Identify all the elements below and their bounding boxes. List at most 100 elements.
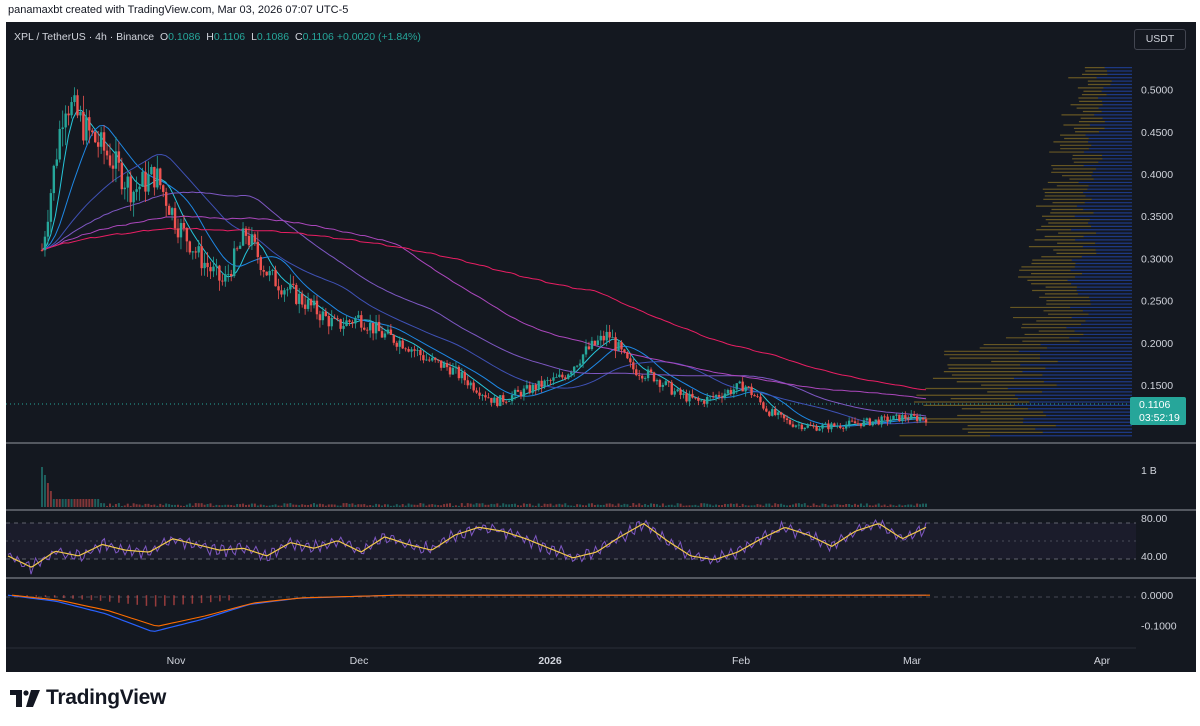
candle-body — [546, 380, 549, 381]
volume-bar — [91, 499, 94, 507]
candle-body — [895, 414, 898, 416]
candle-body — [626, 352, 629, 359]
volume-bar — [256, 505, 259, 507]
candle-body — [395, 342, 398, 347]
volume-bar — [833, 504, 836, 507]
volume-bar — [525, 504, 528, 507]
symbol-name[interactable]: XPL / TetherUS · 4h · Binance — [14, 31, 155, 43]
candle-body — [425, 359, 428, 361]
volume-bar — [168, 504, 171, 507]
volume-bar — [496, 503, 499, 507]
volume-bar — [138, 504, 141, 507]
candle-body — [333, 317, 336, 319]
high-value: 0.1106 — [213, 31, 246, 43]
candle-body — [144, 171, 147, 192]
candle-body — [711, 396, 715, 397]
candle-body — [398, 340, 401, 347]
candle-body — [436, 359, 440, 361]
candle-body — [292, 283, 295, 285]
candle-body — [475, 390, 478, 393]
volume-bar — [52, 499, 55, 507]
volume-bar — [242, 503, 245, 507]
symbol-legend[interactable]: XPL / TetherUS · 4h · Binance O0.1086 H0… — [14, 31, 421, 43]
volume-bar — [579, 504, 582, 507]
volume-bar — [697, 505, 700, 507]
volume-bar — [800, 504, 803, 507]
volume-bar — [747, 505, 750, 507]
candle-body — [821, 424, 824, 429]
y-tick-label: 0.2500 — [1141, 296, 1173, 308]
candle-body — [91, 130, 94, 133]
price-axis[interactable] — [1136, 22, 1196, 672]
candle-body — [800, 424, 804, 430]
candle-body — [487, 397, 490, 399]
candle-body — [732, 389, 736, 394]
volume-bar — [759, 504, 762, 507]
candle-body — [259, 257, 262, 271]
y-tick-label: -0.1000 — [1141, 621, 1177, 633]
volume-bar — [564, 503, 567, 507]
candle-body — [49, 193, 53, 222]
candle-body — [318, 314, 322, 321]
volume-bar — [789, 505, 791, 507]
macd-histogram-bar — [127, 595, 129, 604]
candle-body — [528, 385, 532, 393]
x-tick-label: Nov — [167, 655, 186, 667]
candle-body — [67, 113, 70, 116]
volume-bar — [854, 503, 857, 507]
price-badge-value: 0.1106 — [1139, 399, 1170, 411]
volume-bar — [171, 504, 174, 507]
volume-bar — [422, 503, 425, 507]
candle-body — [496, 397, 499, 407]
volume-bar — [641, 505, 644, 507]
volume-bar — [709, 504, 712, 507]
volume-bar — [419, 503, 422, 507]
volume-bar — [301, 504, 304, 507]
volume-bar — [378, 504, 381, 507]
candle-body — [859, 423, 863, 427]
candle-body — [218, 265, 221, 281]
macd-histogram-bar — [228, 595, 230, 601]
volume-bar — [43, 475, 46, 507]
tradingview-logo[interactable]: TradingView — [10, 686, 166, 710]
candle-body — [688, 393, 691, 402]
candle-body — [490, 397, 493, 403]
candle-body — [235, 248, 239, 250]
chart-frame[interactable] — [6, 22, 1136, 672]
candle-body — [162, 185, 165, 192]
volume-bar — [617, 503, 620, 507]
candle-body — [759, 396, 762, 403]
volume-bar — [407, 503, 410, 507]
volume-bar — [221, 505, 224, 507]
candle-body — [250, 234, 254, 246]
candle-body — [351, 321, 354, 324]
volume-bar — [868, 505, 871, 507]
volume-bar — [762, 505, 765, 507]
volume-bar — [109, 503, 111, 507]
volume-bar — [661, 503, 664, 507]
candle-body — [150, 166, 153, 175]
candle-body — [540, 380, 543, 387]
candle-body — [306, 299, 310, 309]
volume-bar — [76, 499, 79, 507]
volume-bar — [70, 499, 73, 507]
volume-bar — [821, 503, 824, 507]
volume-bar — [111, 505, 114, 507]
volume-bar — [889, 504, 892, 507]
candle-body — [135, 189, 138, 192]
candle-body — [646, 369, 650, 379]
currency-button[interactable]: USDT — [1134, 29, 1186, 50]
volume-bar — [218, 505, 221, 507]
candle-body — [360, 315, 363, 328]
volume-bar — [774, 503, 777, 507]
moving-average-line — [41, 109, 927, 428]
volume-bar — [653, 503, 655, 507]
volume-bar — [830, 505, 833, 507]
candle-body — [575, 365, 579, 367]
low-value: 0.1086 — [256, 31, 290, 43]
volume-bar — [537, 503, 540, 507]
volume-bar — [880, 505, 883, 507]
volume-bar — [437, 505, 440, 507]
volume-bar — [655, 504, 658, 507]
